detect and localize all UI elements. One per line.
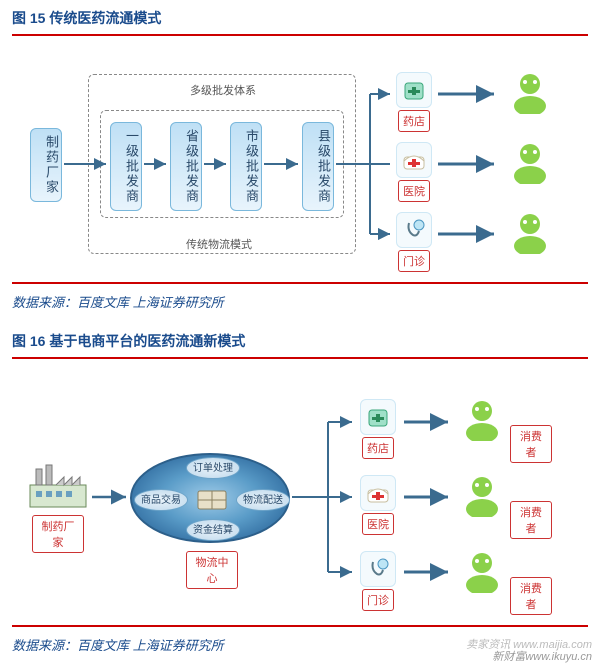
consumer-label-1: 消费者 bbox=[510, 425, 552, 463]
hospital-icon bbox=[396, 142, 432, 178]
pharmacy-label-2: 药店 bbox=[362, 437, 394, 459]
clinic-label-2: 门诊 bbox=[362, 589, 394, 611]
rule-bottom-16 bbox=[12, 625, 588, 627]
fig15-title: 图 15 传统医药流通模式 bbox=[12, 8, 588, 34]
rule-top bbox=[12, 34, 588, 36]
customer-icon-5 bbox=[460, 473, 504, 517]
hospital-label-2: 医院 bbox=[362, 513, 394, 535]
customer-icon-6 bbox=[460, 549, 504, 593]
fig16-source: 数据来源：百度文库 上海证券研究所 bbox=[12, 638, 224, 653]
pharmacy-icon bbox=[396, 72, 432, 108]
fig16-title: 图 16 基于电商平台的医药流通新模式 bbox=[12, 331, 588, 357]
pharmacy-icon-2 bbox=[360, 399, 396, 435]
rule-top-16 bbox=[12, 357, 588, 359]
hospital-label: 医院 bbox=[398, 180, 430, 202]
customer-icon-2 bbox=[508, 140, 552, 184]
customer-icon-3 bbox=[508, 210, 552, 254]
watermark-2: 卖家资讯 www.maijia.com bbox=[466, 636, 592, 652]
consumer-label-3: 消费者 bbox=[510, 577, 552, 615]
fig16-diagram: 制药厂家 订单处理 商品交易 物流配送 资金结算 物流中心 bbox=[12, 367, 588, 617]
fig16-source-wrap: 数据来源：百度文库 上海证券研究所 新财富www.ikuyu.cn 卖家资讯 w… bbox=[0, 635, 600, 666]
consumer-label-2: 消费者 bbox=[510, 501, 552, 539]
fig15-source: 数据来源：百度文库 上海证券研究所 bbox=[0, 292, 600, 323]
figure-16: 图 16 基于电商平台的医药流通新模式 制药厂家 订单处理 商品交易 物流配送 … bbox=[0, 323, 600, 635]
customer-icon-1 bbox=[508, 70, 552, 114]
fig15-diagram: 多级批发体系 传统物流模式 制药厂家 一级批发商 省级批发商 市级批发商 县级批… bbox=[12, 44, 588, 274]
hospital-icon-2 bbox=[360, 475, 396, 511]
clinic-label: 门诊 bbox=[398, 250, 430, 272]
pharmacy-label: 药店 bbox=[398, 110, 430, 132]
clinic-icon bbox=[396, 212, 432, 248]
customer-icon-4 bbox=[460, 397, 504, 441]
figure-15: 图 15 传统医药流通模式 多级批发体系 传统物流模式 制药厂家 一级批发商 省… bbox=[0, 0, 600, 292]
rule-bottom-15 bbox=[12, 282, 588, 284]
clinic-icon-2 bbox=[360, 551, 396, 587]
fig15-arrows bbox=[12, 44, 588, 274]
